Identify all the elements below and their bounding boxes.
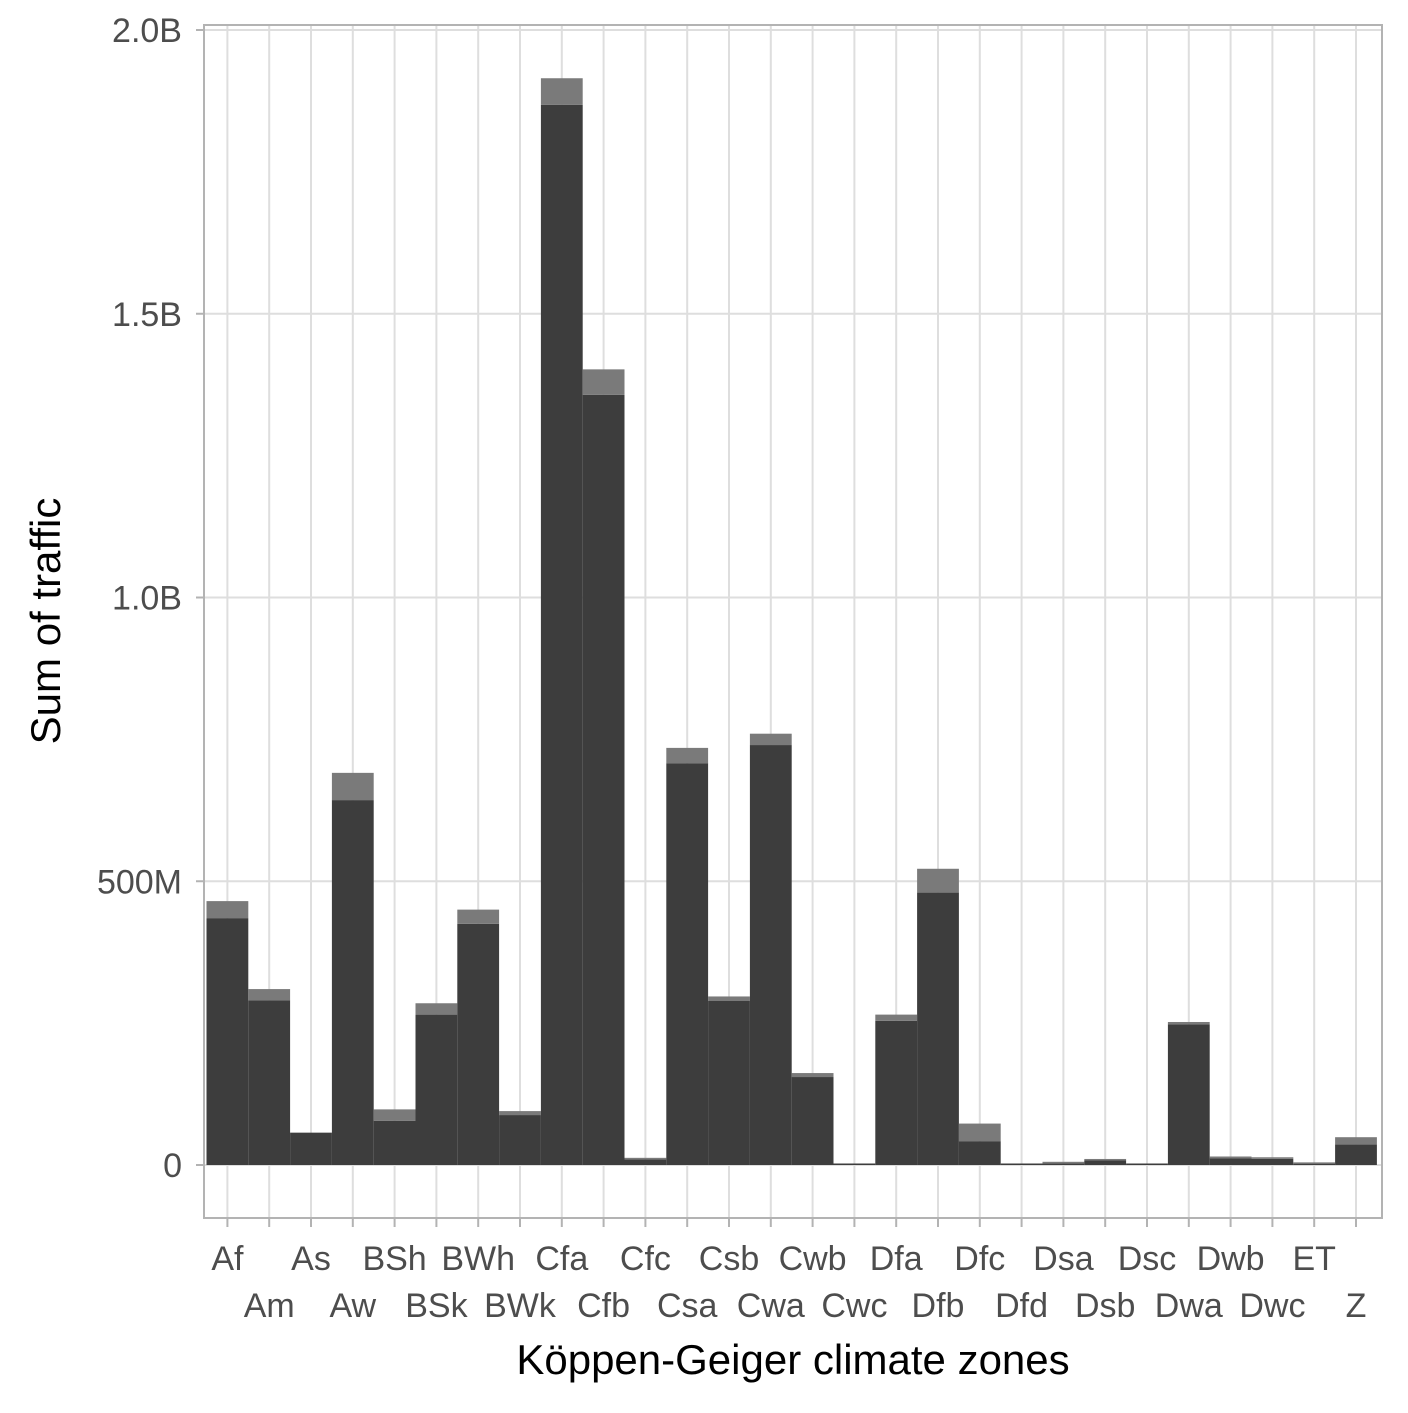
bar-Cfb-base [582,394,625,1166]
bar-Cfc-base [624,1159,667,1165]
bar-Z-top [1335,1137,1377,1145]
x-tick-label: Dsc [1118,1240,1177,1278]
bar-ET-top [1293,1162,1336,1164]
bar-Aw-base [331,800,374,1165]
bar-Dsb-base [1084,1160,1127,1165]
bar-As-base [290,1132,332,1165]
bar-Z-base [1335,1144,1377,1165]
y-tick-label: 1.5B [112,296,182,334]
bar-Dwa-top [1167,1021,1210,1025]
bar-BSh-base [373,1120,416,1165]
bar-BWk-base [499,1115,541,1165]
x-tick-label: As [291,1240,331,1278]
bar-Dsc-base [1126,1163,1168,1165]
x-tick-label: Aw [329,1287,376,1325]
bar-Dfb-top [917,868,959,893]
bar-Dwc-base [1251,1158,1294,1165]
y-tick-label: 1.0B [112,580,182,618]
bar-Cfb-top [582,369,625,395]
bar-ET-base [1293,1163,1336,1165]
x-tick-label: Csa [657,1287,718,1325]
bar-BWk-top [499,1111,541,1116]
bar-Dfa-top [875,1014,918,1021]
y-tick-label: 500M [97,863,182,901]
x-tick-label: Dwa [1155,1287,1223,1325]
x-tick-label: Csb [699,1240,759,1278]
bar-Csb-top [708,996,750,1001]
bar-BSk-base [415,1014,458,1165]
y-tick-label: 2.0B [112,12,182,50]
bar-Csa-base [666,763,709,1165]
y-tick-label: 0 [163,1147,182,1185]
plot-border [203,24,1383,1219]
bar-Dwb-base [1209,1158,1252,1165]
bar-Csb-base [708,1000,750,1165]
x-axis-title: Köppen-Geiger climate zones [516,1336,1069,1383]
bar-Cfa-base [540,104,583,1165]
bar-Dsa-top [1042,1161,1085,1164]
bar-Cfc-top [624,1157,667,1160]
bar-Af-base [206,918,249,1165]
y-axis-title: Sum of traffic [22,498,69,745]
x-tick-label: BSh [362,1240,426,1278]
bar-Dsa-base [1042,1163,1085,1165]
x-tick-label: Dwc [1239,1287,1305,1325]
bar-BSh-top [373,1109,416,1121]
x-tick-label: Dfb [912,1287,965,1325]
x-tick-label: Cfc [620,1240,671,1278]
bar-Dfc-top [958,1123,1001,1142]
x-tick-label: Af [211,1240,244,1278]
x-tick-label: Cfb [577,1287,630,1325]
x-tick-label: Dsa [1033,1240,1094,1278]
bar-Cwa-top [749,733,792,746]
x-tick-label: Cwc [821,1287,887,1325]
bar-Dfc-base [958,1141,1001,1165]
bar-Dwa-base [1167,1024,1210,1165]
x-tick-label: BSk [405,1287,468,1325]
x-tick-label: Cwa [737,1287,805,1325]
bar-BWh-top [457,909,500,924]
x-tick-label: BWk [484,1287,557,1325]
x-tick-label: Am [244,1287,295,1325]
bar-Af-top [206,901,249,919]
x-tick-label: Cfa [535,1240,588,1278]
bar-Dfb-base [917,892,959,1165]
x-tick-label: Dfd [995,1287,1048,1325]
x-tick-label: Dfa [870,1240,923,1278]
bar-Aw-top [331,772,374,801]
bar-BWh-base [457,923,500,1165]
x-tick-label: Z [1346,1287,1367,1325]
x-tick-label: Cwb [779,1240,847,1278]
bar-Dfa-base [875,1020,918,1165]
bar-Dsb-top [1084,1158,1127,1161]
x-tick-label: Dsb [1075,1287,1135,1325]
bar-Am-top [248,989,291,1001]
bar-Cfa-top [540,78,583,105]
bar-Cwc-base [833,1163,876,1165]
x-tick-label: ET [1292,1240,1335,1278]
x-tick-label: BWh [441,1240,515,1278]
y-axis: 0 500M 1.0B 1.5B 2.0B [97,12,204,1185]
bar-Cwb-base [791,1077,834,1165]
bar-Dfd-base [1000,1163,1043,1165]
bar-Am-base [248,1000,291,1165]
bar-Cwa-base [749,745,792,1165]
x-tick-label: Dwb [1197,1240,1265,1278]
bar-BSk-top [415,1003,458,1015]
plot-panel [204,25,1382,1218]
bar-Dwb-top [1209,1156,1252,1159]
bars [206,78,1377,1166]
bar-Dwc-top [1251,1157,1294,1159]
x-tick-label: Dfc [954,1240,1005,1278]
bar-Cwb-top [791,1073,834,1078]
bar-Csa-top [666,747,709,764]
